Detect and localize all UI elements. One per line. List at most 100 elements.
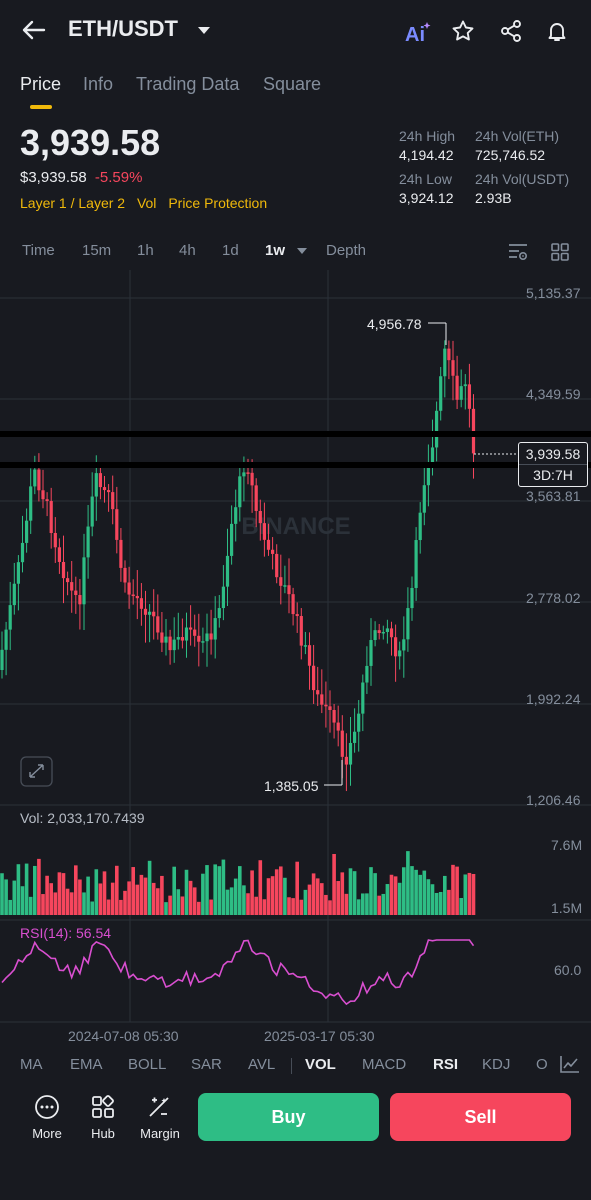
buy-button[interactable]: Buy	[198, 1093, 379, 1141]
tf-time[interactable]: Time	[22, 242, 55, 259]
candle-body	[143, 608, 148, 615]
tag-vol[interactable]: Vol	[136, 195, 157, 211]
candle-body	[369, 640, 373, 666]
volume-bar	[131, 867, 135, 915]
candle-body	[61, 561, 66, 579]
x-tick: 2025-03-17 05:30	[264, 1028, 375, 1044]
candle-body	[66, 578, 70, 583]
volume-bar	[217, 866, 222, 915]
candle-body	[332, 710, 336, 723]
volume-bar	[438, 891, 443, 915]
volume-bar	[53, 892, 58, 915]
volume-bar	[270, 876, 275, 915]
candle-body	[213, 618, 217, 640]
candle-body	[86, 526, 90, 558]
volume-bar	[385, 884, 390, 915]
ind-boll[interactable]: BOLL	[128, 1056, 167, 1073]
y-tick: 5,135.37	[526, 285, 581, 301]
volume-bar	[229, 887, 234, 915]
ind-more[interactable]: O	[536, 1056, 548, 1073]
volume-bar	[320, 883, 324, 915]
volume-bar	[135, 884, 140, 915]
volume-bar	[37, 858, 41, 915]
tf-15m[interactable]: 15m	[82, 242, 112, 259]
ind-ma[interactable]: MA	[20, 1056, 43, 1073]
volume-bar	[328, 900, 332, 915]
favorite-star-icon[interactable]	[448, 16, 478, 46]
volume-bar	[246, 893, 250, 915]
share-icon[interactable]	[496, 16, 526, 46]
tag-layer[interactable]: Layer 1 / Layer 2	[20, 195, 126, 211]
candle-body	[287, 585, 291, 595]
margin-label[interactable]: Margin	[140, 1126, 180, 1141]
tf-1w[interactable]: 1w	[265, 242, 286, 259]
tab-price[interactable]: Price	[20, 74, 62, 94]
volume-bar	[459, 898, 463, 915]
candle-body	[344, 756, 348, 765]
hub-icon[interactable]	[89, 1093, 117, 1121]
volume-bar	[406, 851, 410, 915]
ind-vol[interactable]: VOL	[305, 1056, 336, 1073]
candle-body	[225, 555, 230, 587]
grid-layout-icon[interactable]	[548, 240, 572, 264]
candle-body	[41, 490, 45, 500]
candle-body	[115, 509, 119, 540]
low-price-label: 1,385.05	[264, 778, 319, 794]
more-icon[interactable]	[33, 1093, 61, 1121]
ai-icon[interactable]: Ai	[402, 18, 434, 46]
current-price-value: 3,939.58	[525, 446, 581, 462]
back-arrow-icon[interactable]	[18, 16, 50, 44]
bell-icon[interactable]	[542, 16, 572, 46]
sell-button[interactable]: Sell	[390, 1093, 571, 1141]
volume-bar	[299, 899, 304, 915]
candle-body	[324, 704, 328, 707]
ind-avl[interactable]: AVL	[248, 1056, 276, 1073]
pair-title[interactable]: ETH/USDT	[68, 16, 178, 41]
indicator-chart-icon[interactable]	[557, 1052, 583, 1076]
ind-macd[interactable]: MACD	[362, 1056, 407, 1073]
tab-square[interactable]: Square	[263, 74, 322, 94]
candle-body	[176, 637, 180, 640]
tf-4h[interactable]: 4h	[179, 242, 196, 259]
ind-ema[interactable]: EMA	[70, 1056, 103, 1073]
high-label: 24h High	[399, 128, 456, 144]
volume-bar	[65, 888, 70, 915]
candle-body	[463, 384, 467, 387]
volume-bar	[266, 878, 271, 915]
tab-info[interactable]: Info	[83, 74, 114, 94]
tf-1d[interactable]: 1d	[222, 242, 239, 259]
price-chart[interactable]: BINANCE	[0, 270, 591, 1050]
tf-1h[interactable]: 1h	[137, 242, 154, 259]
volume-bar	[127, 881, 131, 915]
volume-bar	[151, 882, 156, 915]
tag-price-protection[interactable]: Price Protection	[168, 195, 268, 211]
ind-rsi[interactable]: RSI	[433, 1056, 459, 1073]
timeframe-dropdown-icon[interactable]	[295, 246, 309, 256]
volume-bar	[283, 877, 287, 915]
volume-bar	[4, 879, 8, 915]
chart-settings-icon[interactable]	[505, 240, 531, 264]
candle-body	[98, 473, 102, 488]
candle-body	[230, 523, 234, 556]
hub-label[interactable]: Hub	[91, 1126, 115, 1141]
candle-body	[312, 665, 316, 691]
tf-depth[interactable]: Depth	[326, 242, 367, 259]
volume-bar	[467, 872, 472, 915]
candle-body	[107, 490, 111, 493]
volume-bar	[254, 896, 258, 915]
volume-bar	[197, 901, 201, 915]
ind-kdj[interactable]: KDJ	[482, 1056, 511, 1073]
ind-sar[interactable]: SAR	[191, 1056, 222, 1073]
more-label[interactable]: More	[32, 1126, 62, 1141]
volume-bar	[156, 888, 160, 915]
volume-bar	[356, 899, 361, 915]
candle-body	[291, 594, 295, 615]
volume-bar	[410, 866, 414, 915]
margin-icon[interactable]	[145, 1093, 173, 1121]
pair-dropdown-icon[interactable]	[194, 22, 214, 38]
vol-eth-value: 725,746.52	[475, 147, 546, 163]
tab-trading-data[interactable]: Trading Data	[136, 74, 240, 94]
volume-bar	[69, 892, 74, 915]
candle-body	[234, 507, 238, 524]
current-price-tag[interactable]: 3,939.58 3D:7H	[518, 442, 588, 487]
